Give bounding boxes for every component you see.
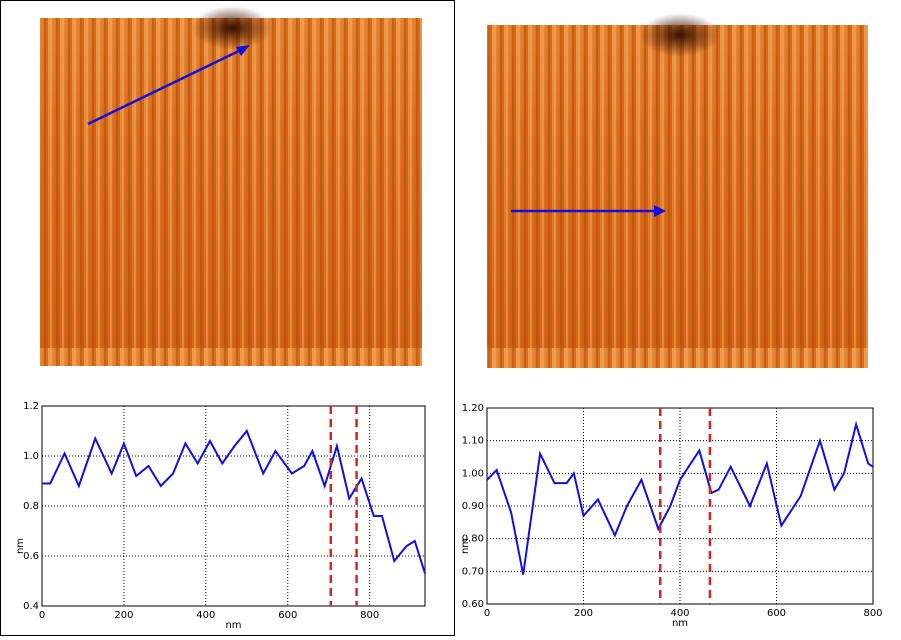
- x-tick-label: 0: [484, 608, 490, 619]
- y-tick-label: 0.4: [23, 601, 39, 612]
- y-axis-label: nm: [15, 538, 26, 554]
- x-tick-label: 800: [360, 610, 379, 621]
- y-tick-label: 1.20: [462, 403, 484, 414]
- x-tick-label: 600: [278, 610, 297, 621]
- stm-image: [487, 13, 868, 368]
- y-tick-label: 0.90: [462, 501, 484, 512]
- y-tick-label: 0.6: [23, 551, 39, 562]
- y-tick-label: 1.2: [23, 401, 39, 412]
- y-tick-label: 0.60: [462, 599, 484, 610]
- x-tick-label: 200: [114, 610, 133, 621]
- y-tick-label: 0.70: [462, 566, 484, 577]
- y-tick-label: 1.10: [462, 436, 484, 447]
- x-tick-label: 0: [39, 610, 45, 621]
- y-tick-label: 1.00: [462, 468, 484, 479]
- y-axis-label: nm: [460, 538, 471, 554]
- y-tick-label: 0.80: [462, 534, 484, 545]
- x-tick-label: 400: [196, 610, 215, 621]
- x-axis-label: nm: [672, 618, 688, 629]
- x-axis-label: nm: [225, 620, 241, 631]
- line: [42, 429, 426, 574]
- x-tick-label: 200: [574, 608, 593, 619]
- x-tick-label: 600: [767, 608, 786, 619]
- y-tick-label: 0.8: [23, 501, 39, 512]
- x-tick-label: 800: [863, 608, 882, 619]
- y-tick-label: 1.0: [23, 451, 39, 462]
- x-tick-label: 400: [670, 608, 689, 619]
- stm-image: [40, 6, 422, 366]
- line: [486, 420, 874, 575]
